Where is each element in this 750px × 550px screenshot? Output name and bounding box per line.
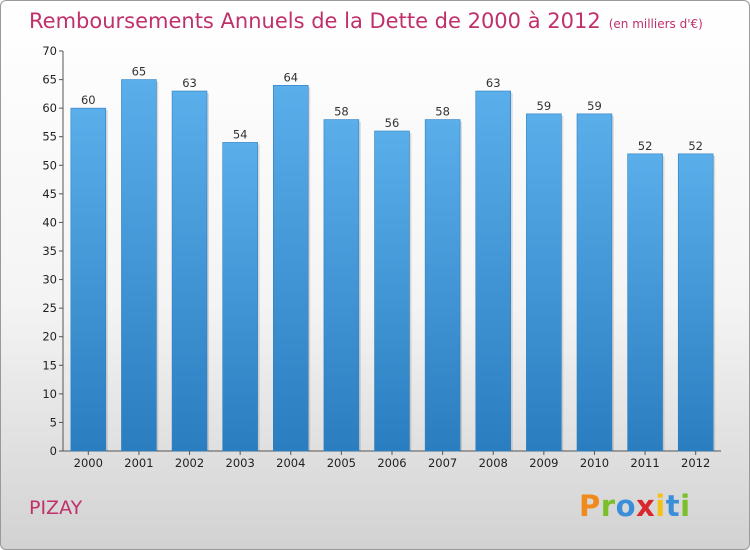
y-tick-label: 35 [42,244,57,258]
x-tick-label: 2007 [428,456,457,470]
chart-title: Remboursements Annuels de la Dette de 20… [29,9,703,33]
chart-title-text: Remboursements Annuels de la Dette de 20… [29,9,601,33]
y-tick-label: 25 [42,301,57,315]
data-label: 58 [435,105,450,119]
bar [121,79,157,452]
y-tick-label: 15 [42,358,57,372]
bar [475,90,511,452]
x-tick-label: 2000 [74,456,103,470]
bar [374,130,410,452]
x-tick-label: 2006 [377,456,406,470]
data-label: 59 [537,99,552,113]
data-label: 64 [283,70,298,84]
x-tick-label: 2005 [327,456,356,470]
bar [222,142,258,452]
chart-unit-note: (en milliers d'€) [608,17,703,31]
data-label: 58 [334,105,349,119]
logo-letter: r [600,489,616,523]
bar [627,153,663,452]
commune-name: PIZAY [29,497,83,519]
bar [424,119,461,452]
x-tick-label: 2008 [479,456,508,470]
x-tick-label: 2002 [175,456,204,470]
y-tick-label: 60 [42,101,57,115]
y-tick-label: 5 [50,415,57,429]
y-tick-label: 55 [42,130,57,144]
y-tick-label: 40 [42,215,57,229]
data-label: 52 [688,139,703,153]
data-label: 60 [81,93,96,107]
y-tick-label: 0 [50,444,57,458]
data-label: 54 [233,127,248,141]
x-tick-label: 2009 [529,456,558,470]
y-tick-label: 65 [42,73,57,87]
x-tick-label: 2012 [681,456,710,470]
data-label: 65 [132,65,147,79]
bar [576,113,613,452]
logo-letter: t [665,489,681,523]
bar [526,113,562,452]
proxiti-logo: Proxiti [579,489,691,523]
bar [171,90,208,452]
y-tick-label: 30 [42,273,57,287]
y-tick-label: 10 [42,387,57,401]
data-label: 56 [385,116,400,130]
bar [70,107,107,452]
logo-letter: P [579,489,601,523]
bar [677,153,714,452]
y-tick-label: 70 [42,44,57,58]
data-label: 52 [638,139,653,153]
logo-letter: o [615,489,637,523]
bar [323,119,360,452]
x-tick-label: 2001 [124,456,153,470]
y-tick-label: 50 [42,158,57,172]
x-tick-label: 2003 [226,456,255,470]
bar [273,84,309,452]
data-label: 63 [486,76,501,90]
x-tick-label: 2011 [630,456,659,470]
x-tick-label: 2010 [580,456,609,470]
y-tick-label: 45 [42,187,57,201]
y-tick-label: 20 [42,330,57,344]
x-tick-label: 2004 [276,456,305,470]
logo-letter: i [655,489,666,523]
data-label: 63 [182,76,197,90]
logo-letter: x [636,489,656,523]
logo-letter: i [680,489,691,523]
data-label: 59 [587,99,602,113]
